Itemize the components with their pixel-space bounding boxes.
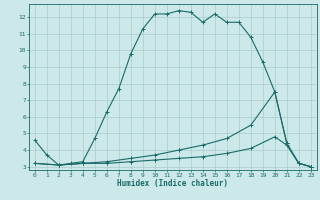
X-axis label: Humidex (Indice chaleur): Humidex (Indice chaleur): [117, 179, 228, 188]
